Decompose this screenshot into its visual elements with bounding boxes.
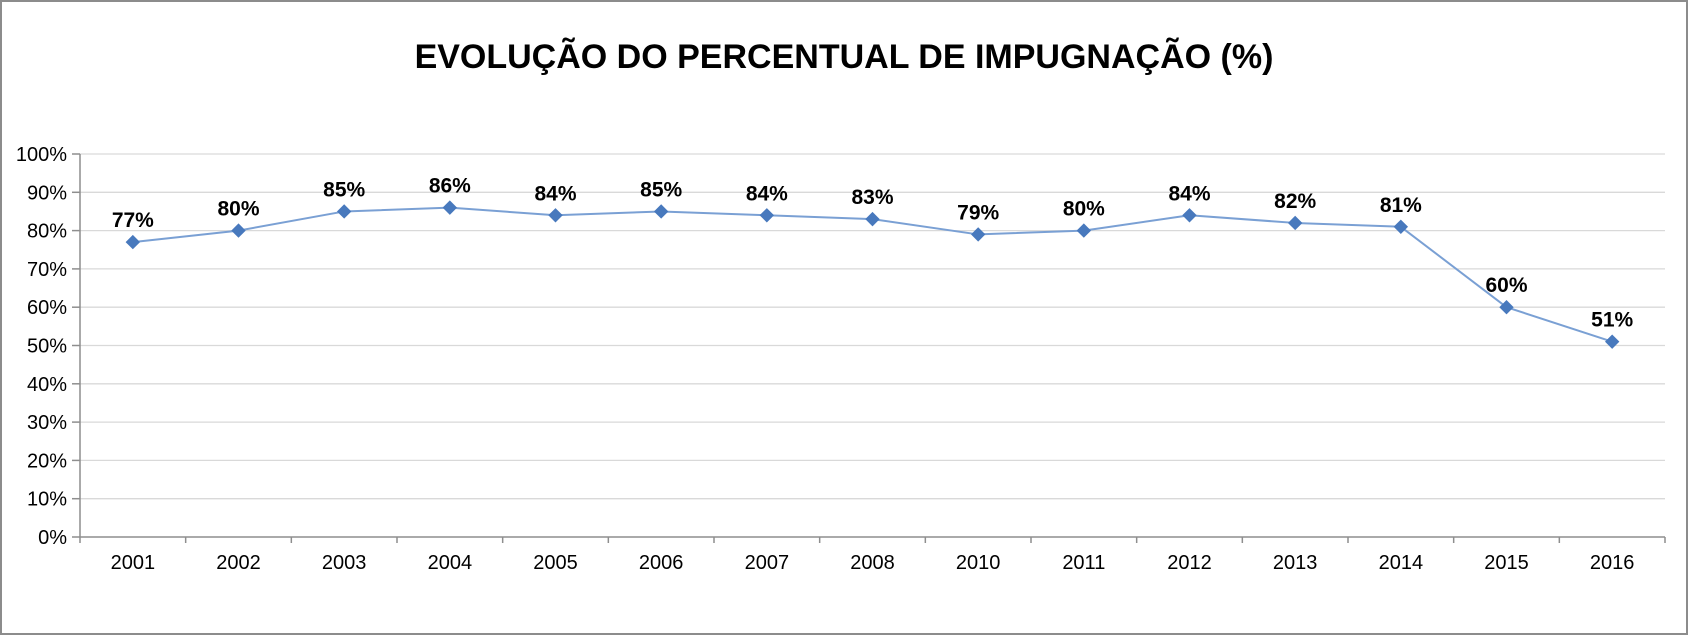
data-point-marker (1287, 215, 1303, 231)
y-tick-label: 70% (27, 259, 67, 281)
data-point-marker (1499, 299, 1514, 315)
data-point-label: 51% (1591, 309, 1633, 332)
data-point-marker (1604, 334, 1620, 349)
y-tick-label: 50% (27, 336, 67, 358)
data-point-marker (442, 200, 458, 215)
y-tick-label: 80% (27, 221, 67, 243)
y-tick-label: 0% (38, 527, 67, 549)
x-tick-label: 2013 (1273, 552, 1318, 574)
data-point-label: 81% (1380, 194, 1422, 217)
data-point-label: 77% (112, 209, 154, 232)
x-tick-label: 2008 (850, 552, 895, 574)
y-tick-label: 30% (27, 412, 67, 434)
x-tick-label: 2002 (216, 552, 261, 574)
x-tick-label: 2003 (322, 552, 367, 574)
x-tick-label: 2014 (1379, 552, 1424, 574)
data-point-marker (336, 204, 352, 219)
x-tick-label: 2004 (428, 552, 473, 574)
data-point-marker (1182, 208, 1197, 223)
data-point-label: 60% (1485, 274, 1527, 297)
data-point-marker (548, 208, 563, 223)
y-tick-label: 100% (16, 144, 67, 166)
y-tick-label: 10% (27, 489, 67, 511)
data-point-label: 80% (1063, 198, 1105, 221)
x-tick-label: 2007 (745, 552, 790, 574)
x-tick-label: 2005 (533, 552, 578, 574)
data-point-label: 83% (851, 186, 893, 209)
data-point-marker (865, 211, 880, 227)
x-tick-label: 2016 (1590, 552, 1635, 574)
data-point-marker (759, 208, 775, 223)
data-point-marker (970, 227, 986, 242)
data-point-label: 80% (217, 198, 259, 221)
data-point-label: 85% (323, 178, 365, 201)
data-point-label: 84% (746, 182, 788, 205)
data-point-marker (125, 234, 141, 250)
y-tick-label: 90% (27, 182, 67, 204)
x-tick-label: 2010 (956, 552, 1001, 574)
y-tick-label: 20% (27, 450, 67, 472)
data-point-marker (1393, 219, 1409, 234)
data-point-marker (231, 223, 246, 238)
data-point-label: 86% (429, 175, 471, 198)
data-line (132, 206, 1613, 343)
data-point-marker (653, 204, 669, 219)
x-tick-label: 2001 (111, 552, 156, 574)
x-tick-label: 2011 (1062, 552, 1105, 574)
y-tick-label: 40% (27, 374, 67, 396)
data-point-label: 82% (1274, 190, 1316, 213)
x-tick-label: 2015 (1484, 552, 1529, 574)
chart-title: EVOLUÇÃO DO PERCENTUAL DE IMPUGNAÇÃO (%) (414, 38, 1274, 76)
data-point-label: 84% (1168, 182, 1210, 205)
data-point-label: 79% (957, 201, 999, 224)
data-point-label: 84% (534, 182, 576, 205)
data-point-marker (1076, 223, 1092, 238)
x-tick-label: 2012 (1167, 552, 1212, 574)
data-point-label: 85% (640, 178, 682, 201)
x-tick-label: 2006 (639, 552, 684, 574)
y-tick-label: 60% (27, 297, 67, 319)
